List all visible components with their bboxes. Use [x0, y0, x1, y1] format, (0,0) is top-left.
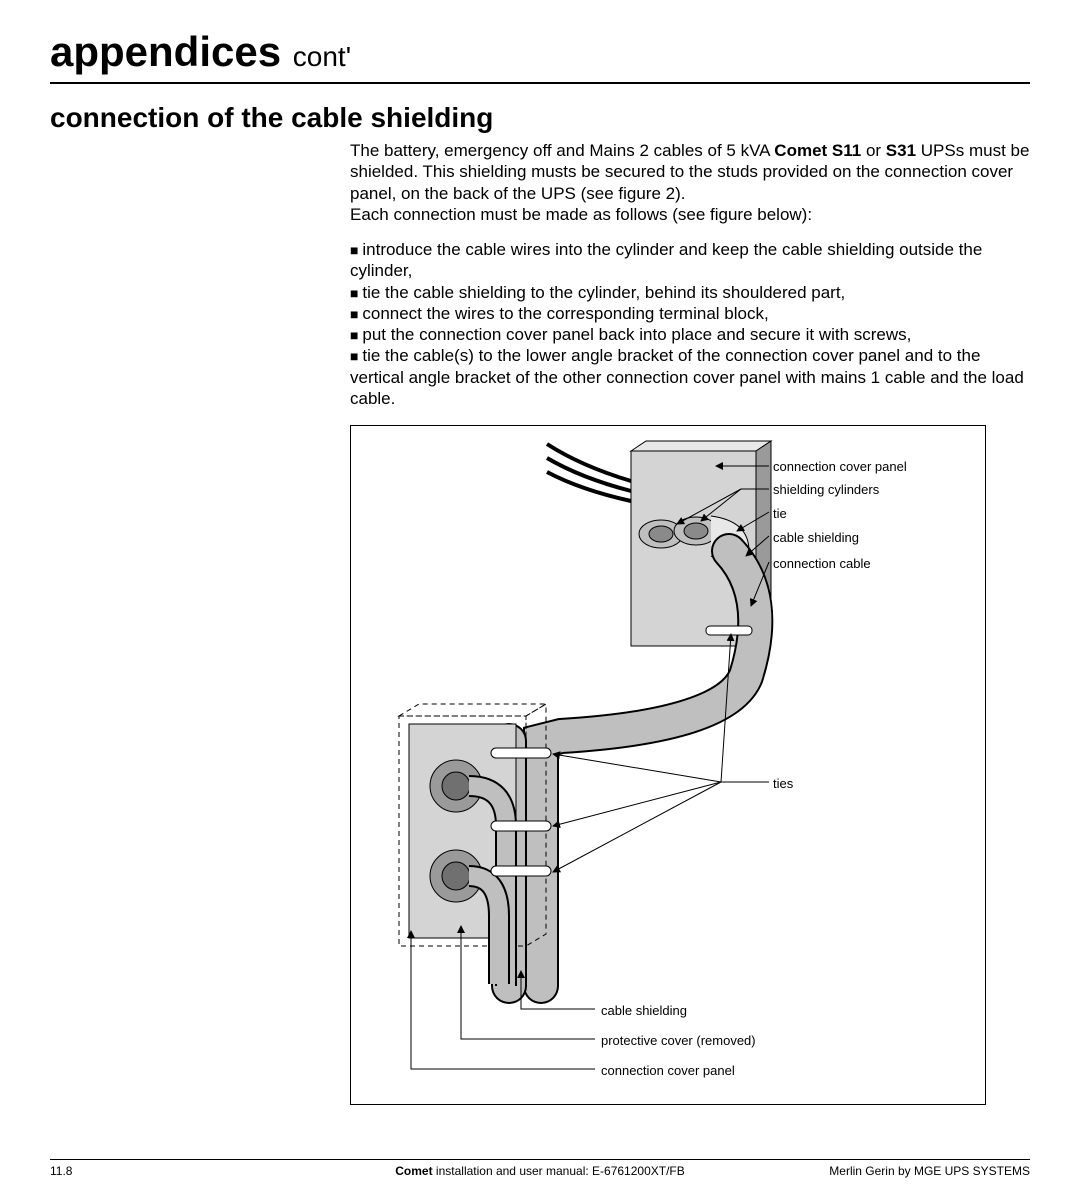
title-rule [50, 82, 1030, 84]
intro-bold1: Comet S11 [774, 141, 861, 160]
intro-mid: or [861, 141, 886, 160]
bullet-item: tie the cable shielding to the cylinder,… [350, 282, 1030, 303]
bullet-item: connect the wires to the corresponding t… [350, 303, 1030, 324]
fig-label: connection cable [773, 556, 871, 571]
page-footer: 11.8 Comet installation and user manual:… [50, 1159, 1030, 1178]
intro-paragraph: The battery, emergency off and Mains 2 c… [350, 140, 1030, 225]
page-title: appendices cont' [50, 28, 1030, 76]
title-main: appendices [50, 28, 281, 75]
intro-bold2: S31 [886, 141, 916, 160]
fig-label: protective cover (removed) [601, 1033, 756, 1048]
bullet-item: introduce the cable wires into the cylin… [350, 239, 1030, 282]
fig-label: ties [773, 776, 793, 791]
fig-label: connection cover panel [773, 459, 907, 474]
figure-frame: connection cover panel shielding cylinde… [350, 425, 986, 1105]
bullet-item: tie the cable(s) to the lower angle brac… [350, 345, 1030, 409]
intro-line2: Each connection must be made as follows … [350, 205, 812, 224]
fig-label: cable shielding [773, 530, 859, 545]
fig-label: shielding cylinders [773, 482, 879, 497]
fig-label: tie [773, 506, 787, 521]
title-cont: cont' [293, 41, 351, 72]
fig-label: connection cover panel [601, 1063, 735, 1078]
fig-label: cable shielding [601, 1003, 687, 1018]
footer-left: 11.8 [50, 1164, 72, 1178]
section-heading: connection of the cable shielding [50, 102, 1030, 134]
footer-center-rest: installation and user manual: E-6761200X… [433, 1164, 685, 1178]
intro-prefix: The battery, emergency off and Mains 2 c… [350, 141, 774, 160]
footer-center-bold: Comet [395, 1164, 432, 1178]
bullet-item: put the connection cover panel back into… [350, 324, 1030, 345]
footer-right: Merlin Gerin by MGE UPS SYSTEMS [829, 1164, 1030, 1178]
footer-center: Comet installation and user manual: E-67… [395, 1164, 685, 1178]
